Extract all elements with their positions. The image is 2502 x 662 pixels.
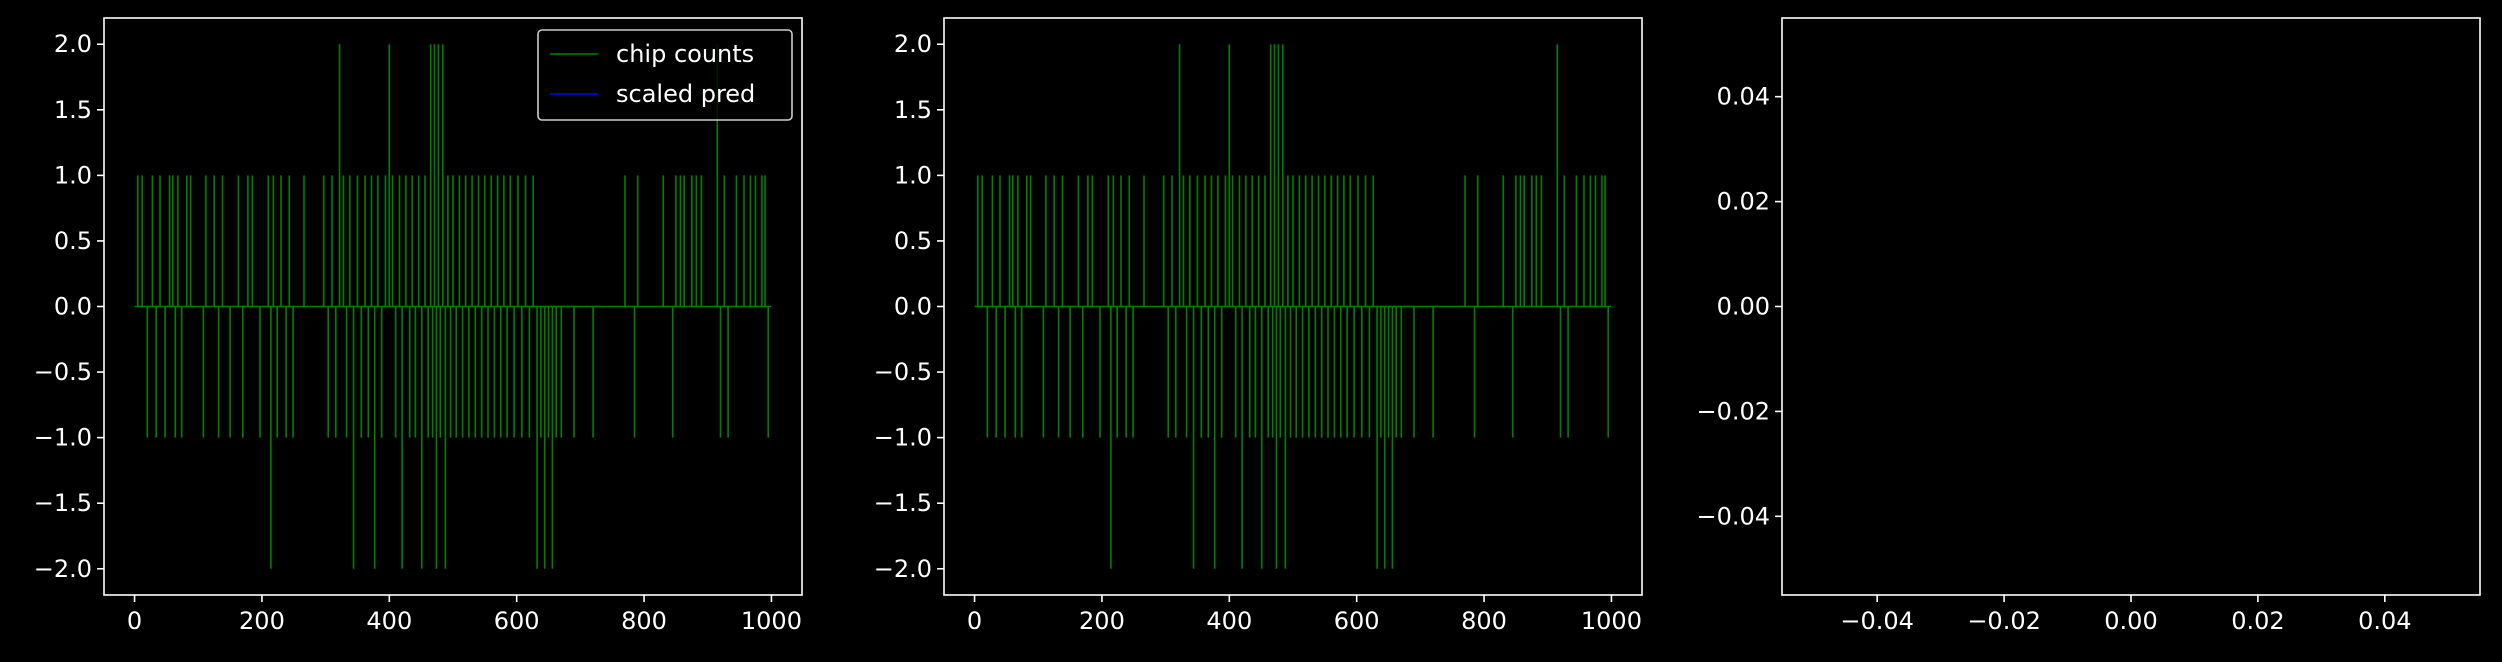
legend-label: chip counts [616, 40, 754, 68]
panel-1: 0 200 400 600 800 1000 2.0 1.5 1.0 0.5 0.0 −0.5 −1.0… [34, 17, 803, 635]
x-tick-label: −0.04 [1840, 607, 1914, 635]
x-tick-label: −0.02 [1967, 607, 2041, 635]
y-tick-label: 0.00 [1717, 293, 1770, 321]
legend: chip counts scaled pred [537, 29, 793, 121]
y-tick-label: −1.5 [34, 489, 92, 517]
y-tick-label: 0.04 [1717, 83, 1770, 111]
x-tick-label: 800 [1461, 607, 1507, 635]
y-tick-label: −1.5 [874, 489, 932, 517]
y-tick-label: 0.5 [894, 227, 932, 255]
y-tick-label: −0.04 [1696, 502, 1770, 530]
y-tick-label: 0.02 [1717, 188, 1770, 216]
panel-2: 0 200 400 600 800 1000 2.0 1.5 1.0 0.5 0.0 −0.5 −1.0… [874, 17, 1643, 635]
x-tick-label: 600 [494, 607, 540, 635]
y-tick-label: 1.0 [894, 161, 932, 189]
x-tick-label: 400 [366, 607, 412, 635]
y-tick-label: −2.0 [874, 555, 932, 583]
panel-3: −0.04 −0.02 0.00 0.02 0.04 0.04 0.02 0.00 −0.02 −… [1696, 17, 2481, 635]
x-tick-label: 800 [621, 607, 667, 635]
y-tick-label: 0.0 [54, 293, 92, 321]
y-tick-label: 1.5 [54, 96, 92, 124]
legend-label: scaled pred [616, 80, 755, 108]
y-tick-label: 1.5 [894, 96, 932, 124]
x-tick-label: 1000 [1581, 607, 1642, 635]
x-tick-label: 0.02 [2231, 607, 2284, 635]
y-tick-label: 2.0 [894, 30, 932, 58]
series-line-1 [134, 44, 772, 569]
y-tick-label: 1.0 [54, 161, 92, 189]
y-tick-label: −2.0 [34, 555, 92, 583]
y-tick-label: 0.0 [894, 293, 932, 321]
y-tick-label: −0.5 [874, 358, 932, 386]
y-tick-label: −1.0 [874, 424, 932, 452]
x-tick-label: 0.04 [2358, 607, 2411, 635]
series-line-1 [974, 44, 1612, 569]
x-tick-label: 200 [1079, 607, 1125, 635]
y-tick-label: −0.5 [34, 358, 92, 386]
x-tick-label: 400 [1206, 607, 1252, 635]
x-tick-label: 0 [127, 607, 142, 635]
axes-frame [1781, 17, 2481, 596]
x-tick-label: 200 [239, 607, 285, 635]
x-tick-label: 0 [967, 607, 982, 635]
x-tick-label: 600 [1334, 607, 1380, 635]
y-tick-label: 0.5 [54, 227, 92, 255]
y-tick-label: −0.02 [1696, 397, 1770, 425]
y-tick-label: 2.0 [54, 30, 92, 58]
y-tick-label: −1.0 [34, 424, 92, 452]
x-tick-label: 0.00 [2104, 607, 2157, 635]
legend-box [537, 29, 793, 121]
x-tick-label: 1000 [741, 607, 802, 635]
